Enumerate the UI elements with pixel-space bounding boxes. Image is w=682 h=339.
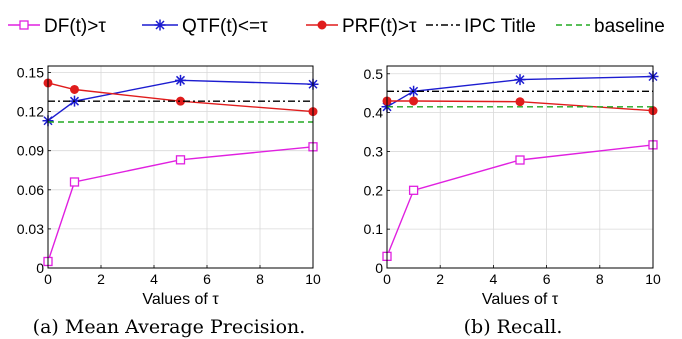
y-tick-label: 0.5	[364, 66, 384, 82]
x-tick-label: 10	[305, 271, 321, 287]
x-axis-label: Values of τ	[482, 291, 559, 308]
series-line-df	[386, 144, 654, 257]
x-tick-label: 10	[645, 271, 661, 287]
panel-caption: (a) Mean Average Precision.	[33, 316, 306, 338]
series-line-qtf	[47, 79, 314, 122]
x-tick-label: 4	[150, 271, 158, 287]
y-tick-label: 0.15	[17, 65, 44, 81]
y-tick-label: 0.1	[364, 221, 384, 237]
y-tick-label: 0	[375, 260, 383, 276]
data-point-prf	[409, 96, 419, 106]
x-tick-label: 2	[97, 271, 105, 287]
legend-label-qtf: QTF(t)<=τ	[182, 16, 268, 37]
x-tick-label: 6	[203, 271, 211, 287]
series-line-df	[47, 146, 314, 262]
legend-label-prf: PRF(t)>τ	[342, 16, 417, 37]
y-tick-label: 0.4	[364, 105, 384, 121]
axes-frame	[47, 65, 314, 269]
legend: DF(t)>τ QTF(t)<=τ PRF(t)>τ IPC Title baselin…	[8, 16, 665, 37]
panel-recall: 0 2 4 6 8 10 0 0.1 0.2 0.3 0.4 0.5 Values of τ (b) Re…	[364, 65, 661, 338]
series-line-qtf	[386, 75, 654, 108]
x-axis-label: Values of τ	[142, 291, 219, 308]
data-point-prf	[70, 84, 79, 94]
data-point-df	[408, 185, 419, 195]
x-tick-label: 2	[436, 271, 444, 287]
y-tick-label: 0	[36, 260, 44, 276]
x-tick-label: 8	[256, 271, 264, 287]
axes-frame	[386, 65, 654, 269]
y-tick-label: 0.09	[17, 143, 44, 159]
legend-label-ipc: IPC Title	[464, 16, 536, 37]
y-tick-label: 0.03	[17, 221, 44, 237]
series-line-prf	[47, 82, 314, 113]
y-tick-label: 0.2	[364, 182, 384, 198]
data-point-qtf	[514, 74, 526, 86]
y-tick-label: 0.06	[17, 182, 44, 198]
panel-caption: (b) Recall.	[464, 316, 563, 338]
legend-marker-prf	[317, 20, 327, 30]
series-line-prf	[387, 100, 654, 112]
y-tick-label: 0.3	[364, 143, 384, 159]
x-tick-label: 4	[490, 271, 498, 287]
legend-label-df: DF(t)>τ	[44, 16, 106, 37]
data-point-df	[175, 155, 186, 165]
legend-marker-qtf	[154, 19, 166, 31]
x-tick-label: 0	[383, 271, 391, 287]
panel-map: 0 2 4 6 8 10 0 0.03 0.06 0.09 0.12 0.15 Values of τ (…	[17, 65, 321, 338]
x-tick-label: 6	[543, 271, 551, 287]
y-tick-label: 0.12	[17, 104, 44, 120]
legend-label-base: baseline	[594, 16, 665, 37]
x-tick-label: 8	[596, 271, 604, 287]
x-tick-label: 0	[44, 271, 52, 287]
data-point-df	[69, 177, 80, 187]
legend-marker-df	[19, 20, 29, 30]
data-point-df	[515, 155, 525, 165]
data-point-qtf	[175, 74, 186, 86]
data-point-prf	[515, 97, 525, 107]
